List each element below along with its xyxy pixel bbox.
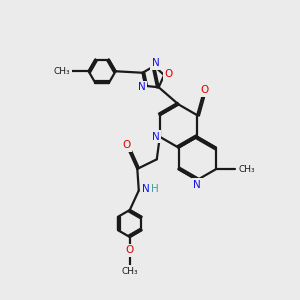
- Text: O: O: [200, 85, 208, 95]
- Text: CH₃: CH₃: [122, 267, 138, 276]
- Text: N: N: [138, 82, 146, 92]
- Text: N: N: [152, 58, 160, 68]
- Text: N: N: [142, 184, 149, 194]
- Text: O: O: [126, 245, 134, 255]
- Text: N: N: [193, 179, 201, 190]
- Text: N: N: [152, 132, 160, 142]
- Text: O: O: [122, 140, 130, 150]
- Text: CH₃: CH₃: [238, 165, 255, 174]
- Text: CH₃: CH₃: [54, 67, 70, 76]
- Text: O: O: [164, 68, 173, 79]
- Text: H: H: [151, 184, 158, 194]
